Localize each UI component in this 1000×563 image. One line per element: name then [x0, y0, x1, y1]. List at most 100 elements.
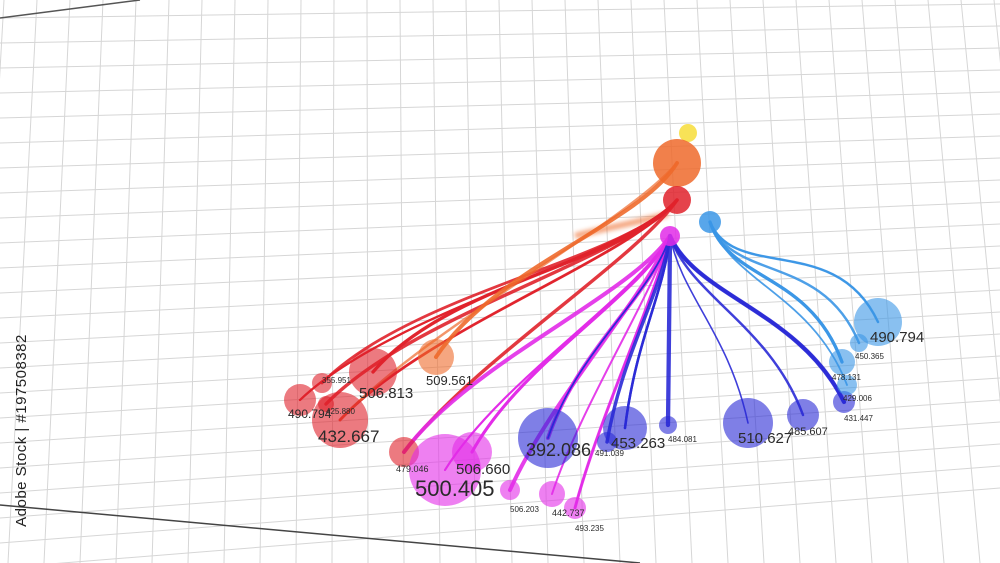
- grid-line-horizontal: [0, 157, 1000, 194]
- edge-line: [667, 233, 847, 405]
- node-label: 392.086: [526, 440, 591, 460]
- node-circle: [787, 399, 819, 431]
- node-circle: [284, 384, 316, 416]
- grid-line-horizontal: [0, 69, 1000, 94]
- grid-line-horizontal: [0, 25, 1000, 44]
- grid-line-vertical: [564, 0, 585, 563]
- node-label: 432.667: [318, 427, 379, 446]
- node-label: 506.813: [359, 385, 413, 402]
- node-label: 425.880: [326, 407, 355, 416]
- node-circle: [539, 481, 565, 507]
- node-label: 491.039: [595, 449, 624, 458]
- grid-line-vertical: [861, 0, 909, 563]
- node-circle: [829, 349, 855, 375]
- node-circle: [518, 408, 578, 468]
- edge-line: [371, 198, 679, 374]
- node-circle: [564, 497, 586, 519]
- node-label: 493.235: [575, 524, 604, 533]
- node-label: 490.794: [870, 329, 924, 346]
- node-circle: [500, 480, 520, 500]
- grid-line-vertical: [151, 0, 170, 563]
- grid-line-vertical: [399, 0, 405, 563]
- grid-line-vertical: [115, 0, 137, 563]
- node-label: 506.660: [456, 461, 510, 478]
- node-circle: [653, 139, 701, 187]
- node-circle: [452, 432, 492, 472]
- node-label: 450.365: [855, 352, 884, 361]
- grid-line-vertical: [7, 0, 38, 563]
- edge-line: [665, 233, 673, 428]
- grid-line-vertical: [79, 0, 104, 563]
- node-circle: [663, 186, 691, 214]
- node-circle: [854, 298, 902, 346]
- grid-line-horizontal: [0, 311, 1000, 369]
- node-circle: [699, 211, 721, 233]
- node-circle: [833, 391, 855, 413]
- plane-edge-top: [0, 0, 141, 19]
- node-label: 431.447: [844, 414, 873, 423]
- edge-line: [402, 234, 672, 454]
- grid-line-vertical: [828, 0, 873, 563]
- node-label: 355.951: [322, 376, 351, 385]
- grid-line-vertical: [729, 0, 765, 563]
- node-label: 490.794: [288, 407, 332, 421]
- grid-line-vertical: [223, 0, 236, 563]
- edge-line: [668, 234, 805, 417]
- grid-line-horizontal: [0, 465, 1000, 544]
- node-circle: [679, 124, 697, 142]
- node-label: 442.737: [552, 508, 585, 518]
- stock-watermark-id: Adobe Stock | #197508382: [6, 330, 36, 530]
- edge-line: [470, 234, 672, 454]
- grid-line-horizontal: [0, 113, 1000, 144]
- edge-line: [708, 220, 844, 364]
- grid-line-vertical: [259, 0, 269, 563]
- grid-line-horizontal: [0, 245, 1000, 294]
- node-circle: [597, 432, 617, 452]
- node-circle: [837, 375, 857, 395]
- node-layer: [284, 124, 902, 519]
- grid-line-vertical: [993, 0, 1000, 64]
- node-circle: [850, 334, 868, 352]
- edge-line: [547, 235, 671, 439]
- node-label: 484.081: [668, 435, 697, 444]
- node-label: 506.203: [510, 505, 539, 514]
- plane-edge-bottom: [0, 504, 641, 563]
- node-label: 479.046: [396, 464, 429, 474]
- grid-line-horizontal: [0, 91, 1000, 119]
- grid-line-vertical: [960, 0, 1000, 405]
- stock-id-text: Adobe Stock | #197508382: [12, 333, 30, 527]
- label-layer: 490.794 355.951 425.880 432.667 506.813 509.5…: [288, 329, 924, 533]
- grid-line-horizontal: [0, 421, 1000, 494]
- grid-line-horizontal: [0, 223, 1000, 269]
- grid-line-vertical: [663, 0, 693, 563]
- grid-line-vertical: [927, 0, 981, 563]
- grid-line-horizontal: [0, 179, 1000, 219]
- node-circle: [349, 348, 397, 396]
- grid-line-horizontal: [0, 399, 1000, 469]
- node-circle: [723, 398, 773, 448]
- grid-line-vertical: [762, 0, 801, 563]
- node-label: 429.006: [843, 394, 872, 403]
- grid-line-horizontal: [0, 3, 1000, 19]
- node-circle: [660, 226, 680, 246]
- grid-line-horizontal: [0, 443, 1000, 519]
- grid-line-vertical: [331, 0, 335, 563]
- node-label: 510.627: [738, 430, 792, 447]
- node-circle: [418, 339, 454, 375]
- grid-line-vertical: [597, 0, 621, 563]
- node-circle: [312, 392, 368, 448]
- grid-line-vertical: [366, 0, 369, 563]
- grid-line-vertical: [795, 0, 837, 563]
- grid-line-vertical: [498, 0, 513, 563]
- edge-line: [669, 235, 749, 424]
- grid-line-vertical: [894, 0, 945, 563]
- grid-line-horizontal: [0, 135, 1000, 169]
- grid-line-horizontal: [56, 487, 1000, 563]
- edge-line: [623, 234, 672, 430]
- node-label: 478.131: [832, 373, 861, 382]
- edge-line: [574, 235, 671, 509]
- node-circle: [659, 416, 677, 434]
- node-label: 453.263: [611, 435, 665, 452]
